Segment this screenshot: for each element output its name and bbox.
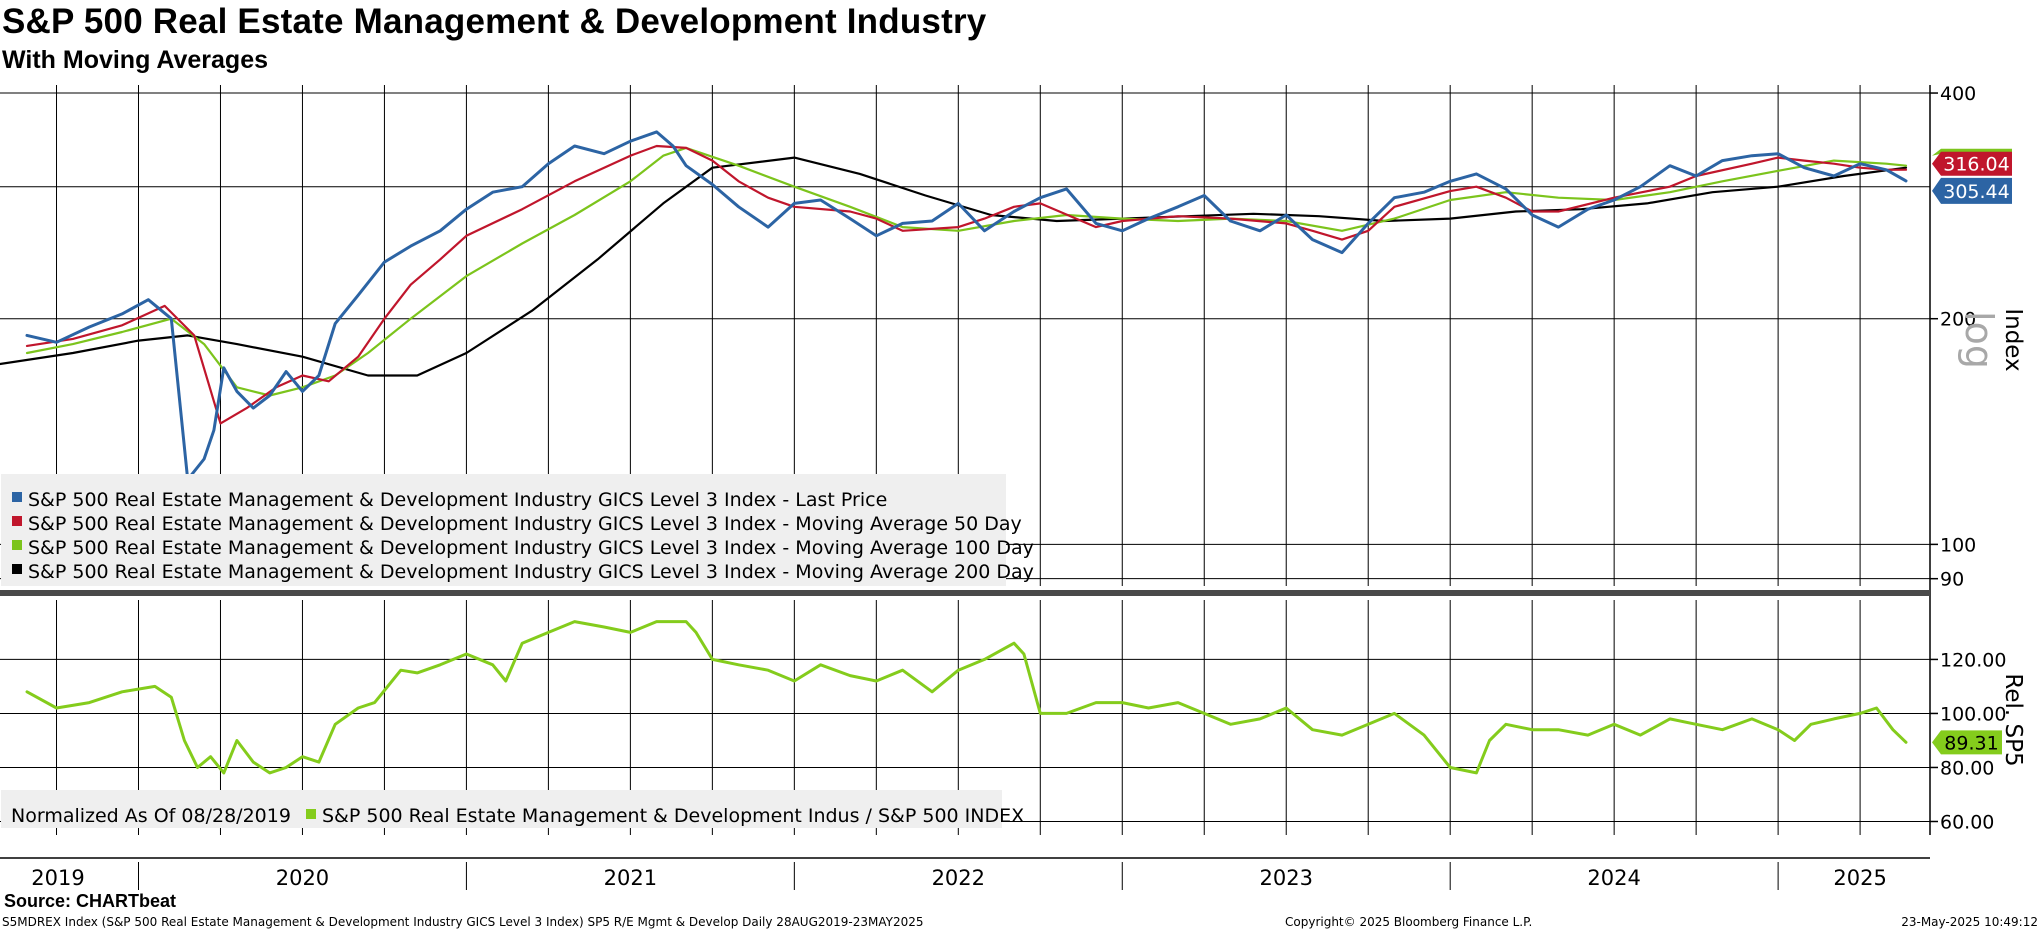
legend-label-ma200: S&P 500 Real Estate Management & Develop…	[28, 561, 1034, 583]
badge-last-price: 305.44	[1932, 177, 2012, 204]
lower-series-layer	[25, 620, 1908, 775]
lower-y-tick-label: 100.00	[1940, 703, 2006, 725]
footer-timestamp: 23-May-2025 10:49:12	[1901, 915, 2038, 929]
lower-y-tick-label: 80.00	[1940, 757, 1994, 779]
x-year-label: 2024	[1587, 866, 1640, 890]
chart-title: S&P 500 Real Estate Management & Develop…	[2, 2, 987, 41]
badge-ma50-value: 316.04	[1943, 154, 2009, 176]
series-line-ma100	[25, 146, 1908, 397]
badge-relative-value: 89.31	[1944, 732, 1998, 754]
legend-swatch-ma200	[12, 564, 22, 574]
upper-y-tick-label: 90	[1940, 569, 1964, 591]
chart-subtitle: With Moving Averages	[2, 46, 269, 74]
x-year-label: 2020	[276, 866, 329, 890]
upper-y-tick-label: 400	[1940, 83, 1976, 105]
series-line-ma200	[0, 156, 1908, 377]
x-year-label: 2022	[932, 866, 985, 890]
panel-separator	[0, 590, 1930, 596]
grid-layer	[0, 85, 1930, 835]
lower-y-tick-label: 60.00	[1940, 811, 1994, 833]
log-scale-label: log	[1957, 311, 2001, 369]
legend-label-ma100: S&P 500 Real Estate Management & Develop…	[28, 537, 1034, 559]
legend-label-relative: S&P 500 Real Estate Management & Develop…	[322, 805, 1024, 827]
lower-y-tick-label: 120.00	[1940, 649, 2006, 671]
upper-ylabel: Index	[2000, 308, 2026, 371]
footer-copyright: Copyright© 2025 Bloomberg Finance L.P.	[1285, 915, 1533, 929]
badge-last-price-value: 305.44	[1943, 181, 2009, 203]
series-line-ma50	[25, 144, 1908, 425]
legend-normalized-note: Normalized As Of 08/28/2019	[11, 805, 291, 827]
series-line-relative	[25, 620, 1908, 775]
source-note: Source: CHARTbeat	[4, 891, 177, 911]
x-year-label: 2023	[1259, 866, 1312, 890]
legend-swatch-relative	[306, 809, 316, 819]
upper-legend-box	[1, 474, 1006, 586]
upper-series-layer	[0, 130, 1908, 482]
legend-label-ma50: S&P 500 Real Estate Management & Develop…	[28, 513, 1022, 535]
x-year-label: 2021	[604, 866, 657, 890]
legend-label-last-price: S&P 500 Real Estate Management & Develop…	[28, 489, 887, 511]
upper-y-tick-label: 200	[1940, 309, 1976, 331]
badge-ma50: 316.04	[1932, 151, 2012, 176]
x-year-label: 2025	[1833, 866, 1886, 890]
upper-y-tick-label: 100	[1940, 534, 1976, 556]
axis-layer: 400 200 100 90 120.00 100.00 80.00 60.00 2019 202…	[0, 83, 2012, 890]
lower-legend-box	[1, 790, 1002, 828]
series-line-last-price	[25, 130, 1908, 482]
legend-swatch-ma100	[12, 540, 22, 550]
footer-description: S5MDREX Index (S&P 500 Real Estate Manag…	[2, 915, 924, 929]
lower-ylabel: Rel. SP5	[2000, 673, 2026, 766]
badge-relative: 89.31	[1932, 730, 2002, 755]
legend-swatch-ma50	[12, 516, 22, 526]
legend-swatch-last-price	[12, 492, 22, 502]
x-year-label: 2019	[31, 866, 84, 890]
